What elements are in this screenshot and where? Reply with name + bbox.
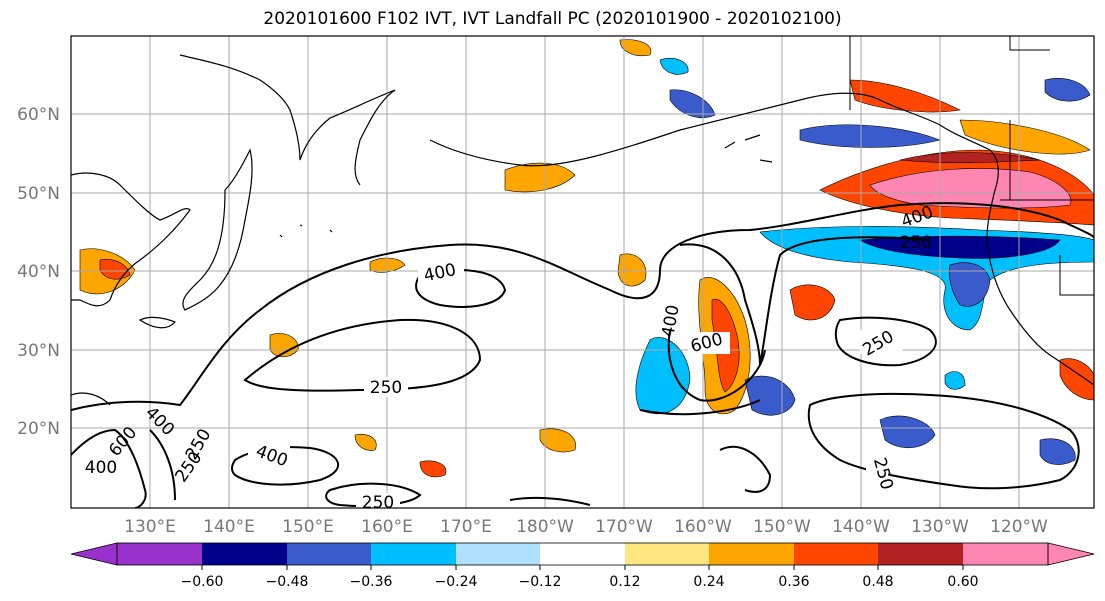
lat-label-20n: 20°N [17, 419, 60, 439]
lon-label-160w: 160°W [674, 517, 732, 537]
longitude-labels: 130°E 140°E 150°E 160°E 170°E 180°W 170°… [124, 517, 1048, 537]
contour-label-600: 600 [105, 423, 141, 461]
colorbar-tick-label: 0.60 [947, 574, 978, 590]
contour-label-400: 400 [85, 458, 117, 478]
colorbar-tick-label: −0.12 [519, 574, 562, 590]
contour-label-250: 250 [362, 493, 394, 513]
map-area: 400 250 400 600 250 400 250 250 400 600 … [71, 36, 1094, 513]
colorbar-swatch [625, 543, 709, 565]
colorbar-tick-label: 0.24 [693, 574, 724, 590]
lon-label-130w: 130°W [911, 517, 969, 537]
colorbar: −0.60 −0.48 −0.36 −0.24 −0.12 0.12 0.24 … [70, 542, 1095, 590]
lon-label-130e: 130°E [124, 517, 176, 537]
colorbar-swatch [456, 543, 540, 565]
colorbar-tick-label: −0.60 [181, 574, 224, 590]
contour-labels: 400 250 400 600 250 400 250 250 400 600 … [85, 202, 936, 513]
lon-label-140w: 140°W [832, 517, 890, 537]
colorbar-swatch [202, 543, 287, 565]
map-title: 2020101600 F102 IVT, IVT Landfall PC (20… [263, 9, 842, 29]
colorbar-swatch [540, 543, 625, 565]
lon-label-150w: 150°W [753, 517, 811, 537]
lon-label-170e: 170°E [440, 517, 492, 537]
lon-label-170w: 170°W [595, 517, 653, 537]
colorbar-swatch [878, 543, 963, 565]
borders [849, 36, 1094, 296]
colorbar-tick-label: −0.24 [435, 574, 478, 590]
contour-label-400: 400 [253, 441, 290, 471]
contour-label-400: 400 [658, 303, 683, 338]
colorbar-swatch [794, 543, 878, 565]
lon-label-120w: 120°W [990, 517, 1048, 537]
lon-label-160e: 160°E [361, 517, 413, 537]
colorbar-frame [116, 542, 1049, 566]
coastlines [71, 54, 1094, 406]
colorbar-swatch [371, 543, 456, 565]
colorbar-tick-label: 0.12 [609, 574, 640, 590]
colorbar-swatch [963, 543, 1048, 565]
lon-label-150e: 150°E [282, 517, 334, 537]
contour-label-400: 400 [141, 403, 178, 440]
colorbar-extend-low [70, 542, 118, 566]
latitude-labels: 60°N 50°N 40°N 30°N 20°N [17, 105, 60, 439]
colorbar-swatch [287, 543, 371, 565]
lat-label-40n: 40°N [17, 262, 60, 282]
lat-label-30n: 30°N [17, 341, 60, 361]
map-frame [70, 35, 1095, 509]
ivt-shading [79, 39, 1094, 478]
contour-label-250: 250 [370, 378, 402, 398]
colorbar-extend-high [1047, 542, 1095, 566]
colorbar-swatch [117, 543, 202, 565]
colorbar-tick-label: 0.48 [862, 574, 893, 590]
colorbar-tick-label: −0.36 [350, 574, 393, 590]
lon-label-140e: 140°E [203, 517, 255, 537]
colorbar-tick-label: −0.48 [266, 574, 309, 590]
graticule [71, 36, 1094, 508]
colorbar-swatch [709, 543, 794, 565]
lon-label-180w: 180°W [516, 517, 574, 537]
lat-label-60n: 60°N [17, 105, 60, 125]
contour-label-250: 250 [900, 233, 932, 253]
lat-label-50n: 50°N [17, 184, 60, 204]
colorbar-tick-label: 0.36 [778, 574, 809, 590]
